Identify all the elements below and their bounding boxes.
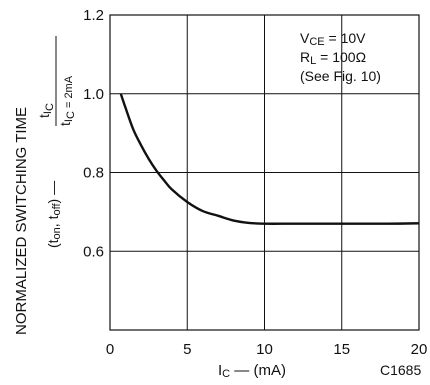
y-tick-label: 0.6 bbox=[83, 243, 104, 260]
svg-text:RL = 100Ω: RL = 100Ω bbox=[300, 49, 366, 67]
see-fig-label: (See Fig. 10) bbox=[300, 68, 381, 84]
y-tick-label: 1.0 bbox=[83, 86, 104, 103]
svg-text:(ton, toff) —: (ton, toff) — bbox=[45, 181, 63, 248]
svg-text:NORMALIZED SWITCHING TIME: NORMALIZED SWITCHING TIME bbox=[13, 107, 30, 335]
grid-lines bbox=[110, 15, 419, 330]
rl-label: R bbox=[300, 49, 310, 65]
vce-label: V bbox=[300, 30, 310, 46]
y-axis-formula: (ton, toff) — tIC tIC = 2mA bbox=[36, 36, 77, 248]
x-tick-label: 15 bbox=[333, 341, 350, 358]
svg-text:tIC: tIC bbox=[36, 103, 56, 118]
figure-code: C1685 bbox=[380, 362, 421, 378]
svg-text:tIC = 2mA: tIC = 2mA bbox=[57, 75, 77, 126]
x-axis-label: IC — (mA) bbox=[218, 362, 286, 380]
y-tick-labels: 0.6 0.8 1.0 1.2 bbox=[83, 7, 104, 260]
x-tick-label: 0 bbox=[106, 341, 114, 358]
x-tick-label: 20 bbox=[411, 341, 428, 358]
conditions-annotation: VCE = 10V RL = 100Ω (See Fig. 10) bbox=[300, 30, 381, 84]
svg-text:VCE = 10V: VCE = 10V bbox=[300, 30, 366, 48]
switching-time-curve bbox=[119, 93, 420, 225]
x-tick-labels: 0 5 10 15 20 bbox=[106, 341, 428, 358]
x-tick-label: 10 bbox=[256, 341, 273, 358]
y-tick-label: 0.8 bbox=[83, 165, 104, 182]
y-tick-label: 1.2 bbox=[83, 7, 104, 24]
x-tick-label: 5 bbox=[183, 341, 191, 358]
y-axis-label: NORMALIZED SWITCHING TIME bbox=[13, 107, 30, 335]
